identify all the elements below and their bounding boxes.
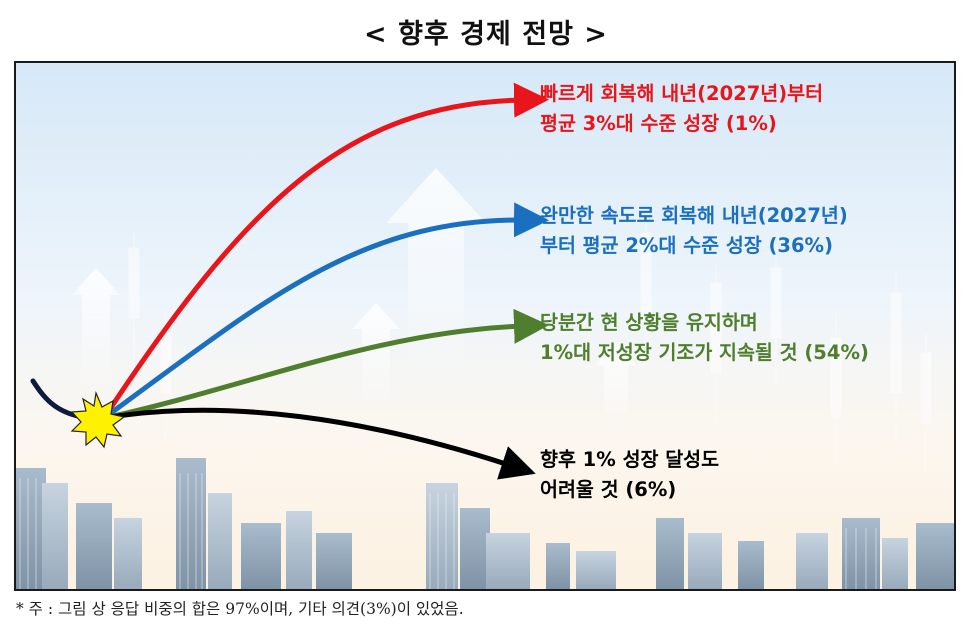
scenario-hard-line2: 어려울 것 (6%) bbox=[540, 478, 677, 501]
scenario-hard-label: 향후 1% 성장 달성도 어려울 것 (6%) bbox=[540, 445, 719, 505]
scenario-hard-line1: 향후 1% 성장 달성도 bbox=[540, 448, 720, 471]
arrow-fast-recovery bbox=[101, 82, 549, 421]
scenario-moderate-line1: 완만한 속도로 회복해 내년(2027년) bbox=[540, 204, 848, 227]
scenario-moderate-line2: 부터 평균 2%대 수준 성장 (36%) bbox=[540, 234, 834, 257]
scenario-fast-line2: 평균 3%대 수준 성장 (1%) bbox=[540, 112, 777, 135]
scenario-moderate-label: 완만한 속도로 회복해 내년(2027년) 부터 평균 2%대 수준 성장 (3… bbox=[540, 201, 848, 261]
footnote: * 주 : 그림 상 응답 비중의 합은 97%이며, 기타 의견(3%)이 있… bbox=[16, 600, 464, 618]
forecast-diagram: 빠르게 회복해 내년(2027년)부터 평균 3%대 수준 성장 (1%) 완만… bbox=[14, 61, 956, 591]
scenario-maintain-label: 당분간 현 상황을 유지하며 1%대 저성장 기조가 지속될 것 (54%) bbox=[540, 308, 869, 368]
arrow-hard bbox=[101, 407, 536, 480]
arrow-moderate-recovery bbox=[101, 202, 549, 421]
background-illustration bbox=[16, 63, 954, 589]
scenario-fast-label: 빠르게 회복해 내년(2027년)부터 평균 3%대 수준 성장 (1%) bbox=[540, 79, 823, 139]
scenario-maintain-line2: 1%대 저성장 기조가 지속될 것 (54%) bbox=[540, 341, 869, 364]
arrow-maintain bbox=[101, 308, 549, 421]
burst-icon bbox=[70, 390, 126, 449]
page-title: < 향후 경제 전망 > bbox=[364, 19, 608, 50]
scenario-fast-line1: 빠르게 회복해 내년(2027년)부터 bbox=[540, 82, 824, 105]
scenario-maintain-line1: 당분간 현 상황을 유지하며 bbox=[540, 311, 758, 334]
